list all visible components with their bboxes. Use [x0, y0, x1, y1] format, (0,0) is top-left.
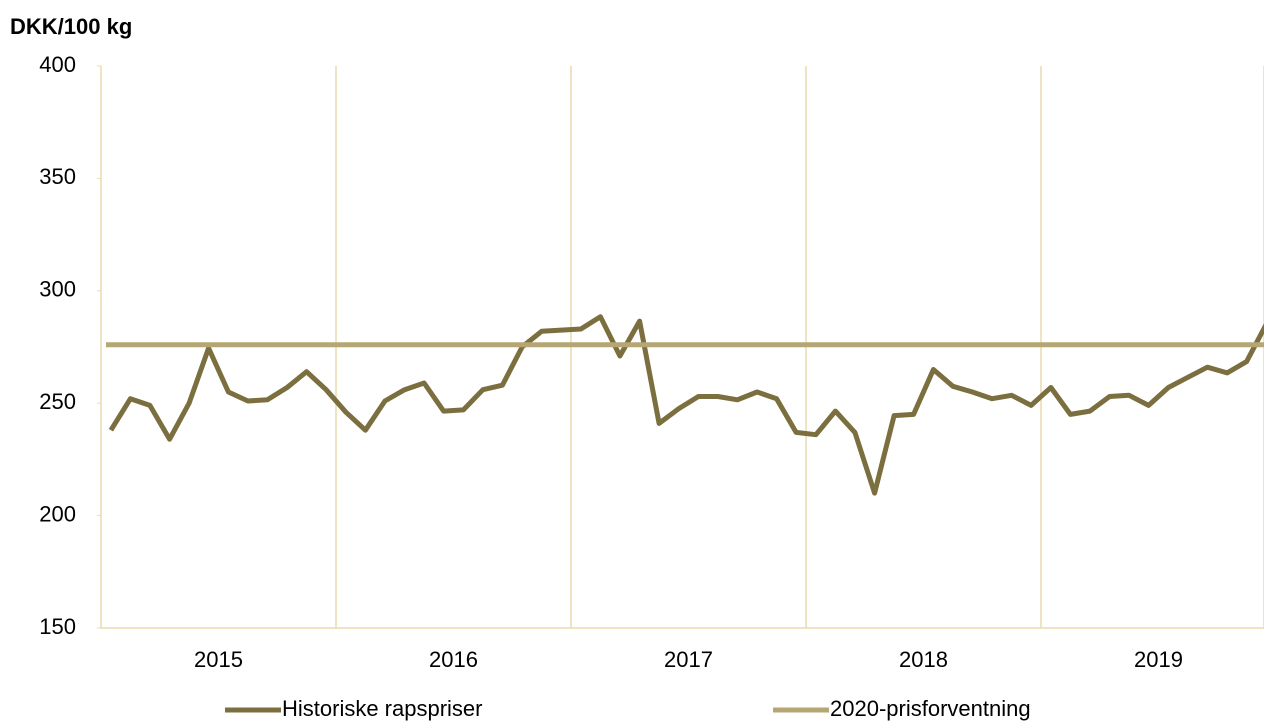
x-tick-label: 2015: [194, 647, 243, 672]
y-tick-label: 400: [39, 52, 76, 77]
y-tick-label: 300: [39, 277, 76, 302]
y-tick-label: 200: [39, 501, 76, 526]
x-tick-label: 2018: [899, 647, 948, 672]
y-tick-label: 250: [39, 389, 76, 414]
x-tick-label: 2017: [664, 647, 713, 672]
data-line: [108, 314, 1264, 496]
y-axis-title: DKK/100 kg: [10, 14, 132, 39]
legend-label: Historiske rapspriser: [282, 696, 483, 721]
y-tick-label: 350: [39, 164, 76, 189]
legend-label: 2020-prisforventning: [830, 696, 1031, 721]
x-tick-label: 2019: [1134, 647, 1183, 672]
y-tick-label: 150: [39, 614, 76, 639]
x-tick-label: 2016: [429, 647, 478, 672]
